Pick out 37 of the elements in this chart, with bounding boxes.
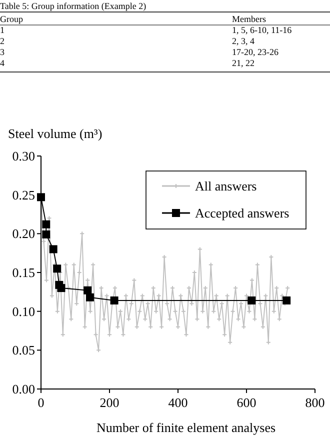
x-tick-label: 800 <box>305 395 325 410</box>
caption: Table 5: Group information (Example 2) <box>0 1 146 11</box>
legend-label: All answers <box>195 178 257 194</box>
y-tick-label: 0.20 <box>12 226 35 242</box>
x-axis-title: Number of finite element analyses <box>96 420 276 435</box>
point <box>248 296 256 304</box>
point <box>57 284 66 292</box>
y-tick-label: 0.25 <box>12 187 35 202</box>
text: 2 <box>0 36 4 46</box>
y-tick-label: 0.05 <box>12 342 35 358</box>
x-tick-label: 600 <box>236 395 256 410</box>
point <box>84 286 92 294</box>
point <box>49 245 58 254</box>
y-tick-label: 0.30 <box>12 148 35 164</box>
point <box>53 264 62 273</box>
point <box>42 230 50 238</box>
text: 4 <box>0 58 5 68</box>
point <box>110 296 118 304</box>
y-tick-label: 0.15 <box>12 265 35 280</box>
text: 21, 22 <box>232 58 254 68</box>
y-tick-label: 0.00 <box>12 382 35 397</box>
text: Group <box>0 14 24 24</box>
legend-label: Accepted answers <box>195 206 290 221</box>
text: 3 <box>0 47 5 57</box>
x-tick-label: 0 <box>38 395 44 410</box>
text: 2, 3, 4 <box>232 36 255 46</box>
text: Members <box>232 14 266 24</box>
point <box>282 296 291 304</box>
y-axis-title: Steel volume (m³) <box>8 126 102 141</box>
text: 1, 5, 6-10, 11-16 <box>232 25 292 35</box>
x-tick-label: 200 <box>100 395 120 410</box>
x-tick-label: 400 <box>168 395 188 410</box>
y-tick-label: 0.10 <box>12 304 35 319</box>
point <box>42 220 50 228</box>
point <box>86 293 94 302</box>
text: 17-20, 23-26 <box>232 47 279 57</box>
text: 1 <box>0 25 4 35</box>
